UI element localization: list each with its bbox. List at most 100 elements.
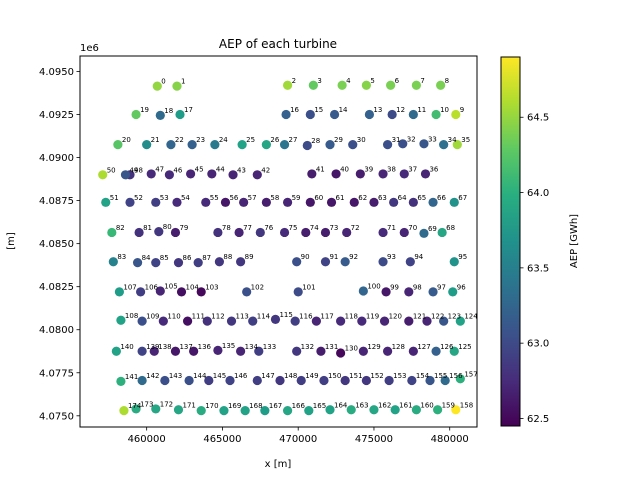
turbine-label: 31 <box>392 136 401 144</box>
turbine-point <box>214 257 225 267</box>
turbine-point <box>316 346 326 356</box>
turbine-point <box>336 348 346 358</box>
turbine-label: 169 <box>228 402 241 410</box>
turbine-label: 60 <box>314 194 323 202</box>
y-tick-label: 4.0800 <box>39 325 74 336</box>
turbine-point <box>304 406 314 416</box>
turbine-point <box>455 316 465 326</box>
turbine-point <box>305 197 315 207</box>
turbine-label: 130 <box>345 344 358 352</box>
turbine-label: 41 <box>316 165 325 173</box>
turbine-point <box>399 227 409 238</box>
turbine-label: 110 <box>167 313 180 321</box>
turbine-label: 76 <box>264 224 273 232</box>
turbine-point <box>411 80 421 90</box>
turbine-label: 36 <box>429 165 438 173</box>
y-tick-label: 4.0950 <box>39 67 74 78</box>
turbine-point <box>378 227 388 238</box>
turbine-label: 119 <box>366 313 379 321</box>
turbine-label: 77 <box>243 224 252 232</box>
turbine-point <box>98 170 108 180</box>
turbine-point <box>399 169 409 179</box>
turbine-label: 72 <box>351 224 360 232</box>
turbine-label: 33 <box>428 135 437 143</box>
turbine-label: 65 <box>417 194 426 202</box>
turbine-point <box>142 140 152 150</box>
turbine-label: 81 <box>143 224 152 232</box>
turbine-label: 129 <box>367 343 380 351</box>
turbine-label: 8 <box>445 77 449 85</box>
turbine-label: 123 <box>448 313 461 321</box>
turbine-label: 143 <box>169 372 182 380</box>
turbine-point <box>184 375 194 386</box>
turbine-label: 13 <box>373 106 382 114</box>
turbine-point <box>114 287 124 297</box>
turbine-label: 15 <box>314 106 323 114</box>
turbine-label: 95 <box>458 253 467 261</box>
turbine-point <box>166 140 176 150</box>
turbine-label: 140 <box>120 343 133 351</box>
turbine-point <box>204 375 214 386</box>
turbine-label: 144 <box>193 372 207 380</box>
turbine-label: 57 <box>248 194 257 202</box>
turbine-point <box>155 286 165 296</box>
turbine-point <box>346 405 356 415</box>
turbine-point <box>239 197 249 207</box>
turbine-point <box>340 257 350 267</box>
turbine-point <box>254 346 264 356</box>
turbine-point <box>151 404 161 414</box>
turbine-point <box>439 316 449 326</box>
turbine-label: 91 <box>329 253 338 261</box>
turbine-label: 16 <box>290 106 299 114</box>
turbine-point <box>182 316 193 326</box>
y-tick-label: 4.0900 <box>39 153 74 164</box>
turbine-point <box>358 346 368 356</box>
turbine-label: 43 <box>237 166 246 174</box>
turbine-point <box>422 316 432 326</box>
turbine-label: 56 <box>229 194 238 202</box>
turbine-point <box>420 169 431 179</box>
turbine-point <box>119 406 129 416</box>
turbine-point <box>404 287 414 297</box>
turbine-point <box>342 227 352 238</box>
turbine-point <box>411 405 421 415</box>
turbine-label: 7 <box>420 77 424 85</box>
turbine-point <box>378 257 388 267</box>
turbine-label: 137 <box>179 343 192 351</box>
turbine-point <box>437 227 447 238</box>
turbine-label: 62 <box>358 194 367 202</box>
turbine-point <box>319 375 329 386</box>
turbine-label: 80 <box>163 223 172 231</box>
turbine-label: 145 <box>213 372 226 380</box>
turbine-label: 59 <box>292 194 301 202</box>
turbine-point <box>131 109 141 120</box>
turbine-label: 82 <box>116 224 125 232</box>
turbine-label: 139 <box>146 343 159 351</box>
turbine-point <box>337 80 347 90</box>
turbine-point <box>419 139 429 149</box>
turbine-label: 86 <box>182 254 191 262</box>
x-tick-label: 465000 <box>203 434 241 445</box>
turbine-label: 35 <box>461 136 470 144</box>
turbine-label: 163 <box>355 401 368 409</box>
turbine-label: 132 <box>301 343 314 351</box>
turbine-label: 152 <box>370 372 383 380</box>
turbine-label: 45 <box>195 165 204 173</box>
turbine-label: 131 <box>325 343 338 351</box>
turbine-label: 11 <box>417 106 426 114</box>
turbine-point <box>292 257 302 267</box>
turbine-point <box>407 375 417 386</box>
turbine-point <box>213 345 223 355</box>
turbine-label: 93 <box>387 253 396 261</box>
turbine-point <box>369 405 379 415</box>
turbine-label: 21 <box>151 136 160 144</box>
turbine-label: 27 <box>289 136 298 144</box>
turbine-point <box>449 346 459 356</box>
turbine-point <box>282 80 293 90</box>
turbine-label: 151 <box>349 372 362 380</box>
turbine-label: 52 <box>134 194 143 202</box>
turbine-label: 12 <box>396 106 405 114</box>
turbine-point <box>279 140 290 150</box>
turbine-point <box>101 197 111 207</box>
turbine-label: 90 <box>301 253 310 261</box>
